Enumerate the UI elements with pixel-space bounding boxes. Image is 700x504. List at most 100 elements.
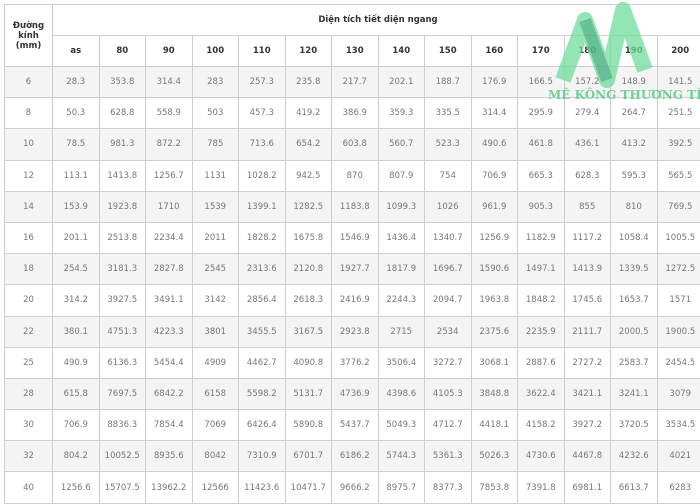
- area-cell: 235.8: [285, 67, 332, 98]
- area-cell: 2120.8: [285, 254, 332, 285]
- area-cell: 4021: [657, 441, 700, 472]
- area-cell: 295.9: [518, 98, 565, 129]
- area-cell: 665.3: [518, 160, 565, 191]
- area-cell: 2235.9: [518, 316, 565, 347]
- column-header: 120: [285, 36, 332, 67]
- area-cell: 1413.8: [99, 160, 146, 191]
- area-cell: 905.3: [518, 191, 565, 222]
- area-cell: 157.2: [564, 67, 611, 98]
- area-cell: 353.8: [99, 67, 146, 98]
- area-cell: 314.4: [146, 67, 193, 98]
- area-cell: 11423.6: [239, 472, 286, 503]
- area-cell: 2111.7: [564, 316, 611, 347]
- area-cell: 1817.9: [378, 254, 425, 285]
- area-cell: 4090.8: [285, 347, 332, 378]
- area-cell: 3491.1: [146, 285, 193, 316]
- area-cell: 202.1: [378, 67, 425, 98]
- area-cell: 413.2: [611, 129, 658, 160]
- area-cell: 2454.5: [657, 347, 700, 378]
- area-cell: 2000.5: [611, 316, 658, 347]
- area-cell: 457.3: [239, 98, 286, 129]
- area-cell: 2244.3: [378, 285, 425, 316]
- area-cell: 6186.2: [332, 441, 379, 472]
- area-cell: 7854.4: [146, 410, 193, 441]
- area-cell: 5049.3: [378, 410, 425, 441]
- area-cell: 8042: [192, 441, 239, 472]
- area-cell: 1963.8: [471, 285, 518, 316]
- area-cell: 419.2: [285, 98, 332, 129]
- area-cell: 7310.9: [239, 441, 286, 472]
- area-cell: 188.7: [425, 67, 472, 98]
- area-cell: 8377.3: [425, 472, 472, 503]
- area-cell: 78.5: [53, 129, 100, 160]
- area-cell: 4462.7: [239, 347, 286, 378]
- rebar-area-table: Đường kính (mm) Diện tích tiết diện ngan…: [4, 4, 700, 504]
- area-cell: 523.3: [425, 129, 472, 160]
- diameter-cell: 28: [5, 378, 53, 409]
- area-cell: 654.2: [285, 129, 332, 160]
- area-cell: 1099.3: [378, 191, 425, 222]
- column-header: 160: [471, 36, 518, 67]
- area-cell: 3720.5: [611, 410, 658, 441]
- area-cell: 1183.8: [332, 191, 379, 222]
- diameter-cell: 16: [5, 222, 53, 253]
- area-cell: 461.8: [518, 129, 565, 160]
- area-cell: 3801: [192, 316, 239, 347]
- area-cell: 1272.5: [657, 254, 700, 285]
- area-cell: 804.2: [53, 441, 100, 472]
- area-cell: 4909: [192, 347, 239, 378]
- area-cell: 380.1: [53, 316, 100, 347]
- area-cell: 558.9: [146, 98, 193, 129]
- area-cell: 1923.8: [99, 191, 146, 222]
- area-cell: 5437.7: [332, 410, 379, 441]
- area-cell: 1028.2: [239, 160, 286, 191]
- area-cell: 4223.3: [146, 316, 193, 347]
- area-cell: 503: [192, 98, 239, 129]
- diameter-cell: 25: [5, 347, 53, 378]
- area-cell: 1182.9: [518, 222, 565, 253]
- area-cell: 1653.7: [611, 285, 658, 316]
- area-cell: 5744.3: [378, 441, 425, 472]
- area-cell: 3848.8: [471, 378, 518, 409]
- area-cell: 3927.2: [564, 410, 611, 441]
- area-cell: 713.6: [239, 129, 286, 160]
- column-header: 200: [657, 36, 700, 67]
- area-cell: 3068.1: [471, 347, 518, 378]
- area-cell: 706.9: [53, 410, 100, 441]
- area-cell: 1117.2: [564, 222, 611, 253]
- area-cell: 113.1: [53, 160, 100, 191]
- column-header: 170: [518, 36, 565, 67]
- area-cell: 1900.5: [657, 316, 700, 347]
- area-cell: 3272.7: [425, 347, 472, 378]
- area-cell: 251.5: [657, 98, 700, 129]
- area-cell: 807.9: [378, 160, 425, 191]
- area-cell: 1026: [425, 191, 472, 222]
- area-cell: 2011: [192, 222, 239, 253]
- area-cell: 3455.5: [239, 316, 286, 347]
- area-cell: 3241.1: [611, 378, 658, 409]
- area-cell: 3622.4: [518, 378, 565, 409]
- area-cell: 6613.7: [611, 472, 658, 503]
- area-cell: 3534.5: [657, 410, 700, 441]
- area-cell: 565.5: [657, 160, 700, 191]
- column-header: as: [53, 36, 100, 67]
- area-cell: 50.3: [53, 98, 100, 129]
- area-cell: 603.8: [332, 129, 379, 160]
- diameter-cell: 8: [5, 98, 53, 129]
- area-cell: 28.3: [53, 67, 100, 98]
- area-cell: 1340.7: [425, 222, 472, 253]
- area-cell: 5026.3: [471, 441, 518, 472]
- area-cell: 1696.7: [425, 254, 472, 285]
- area-cell: 5598.2: [239, 378, 286, 409]
- diameter-cell: 10: [5, 129, 53, 160]
- area-cell: 1539: [192, 191, 239, 222]
- diameter-cell: 40: [5, 472, 53, 503]
